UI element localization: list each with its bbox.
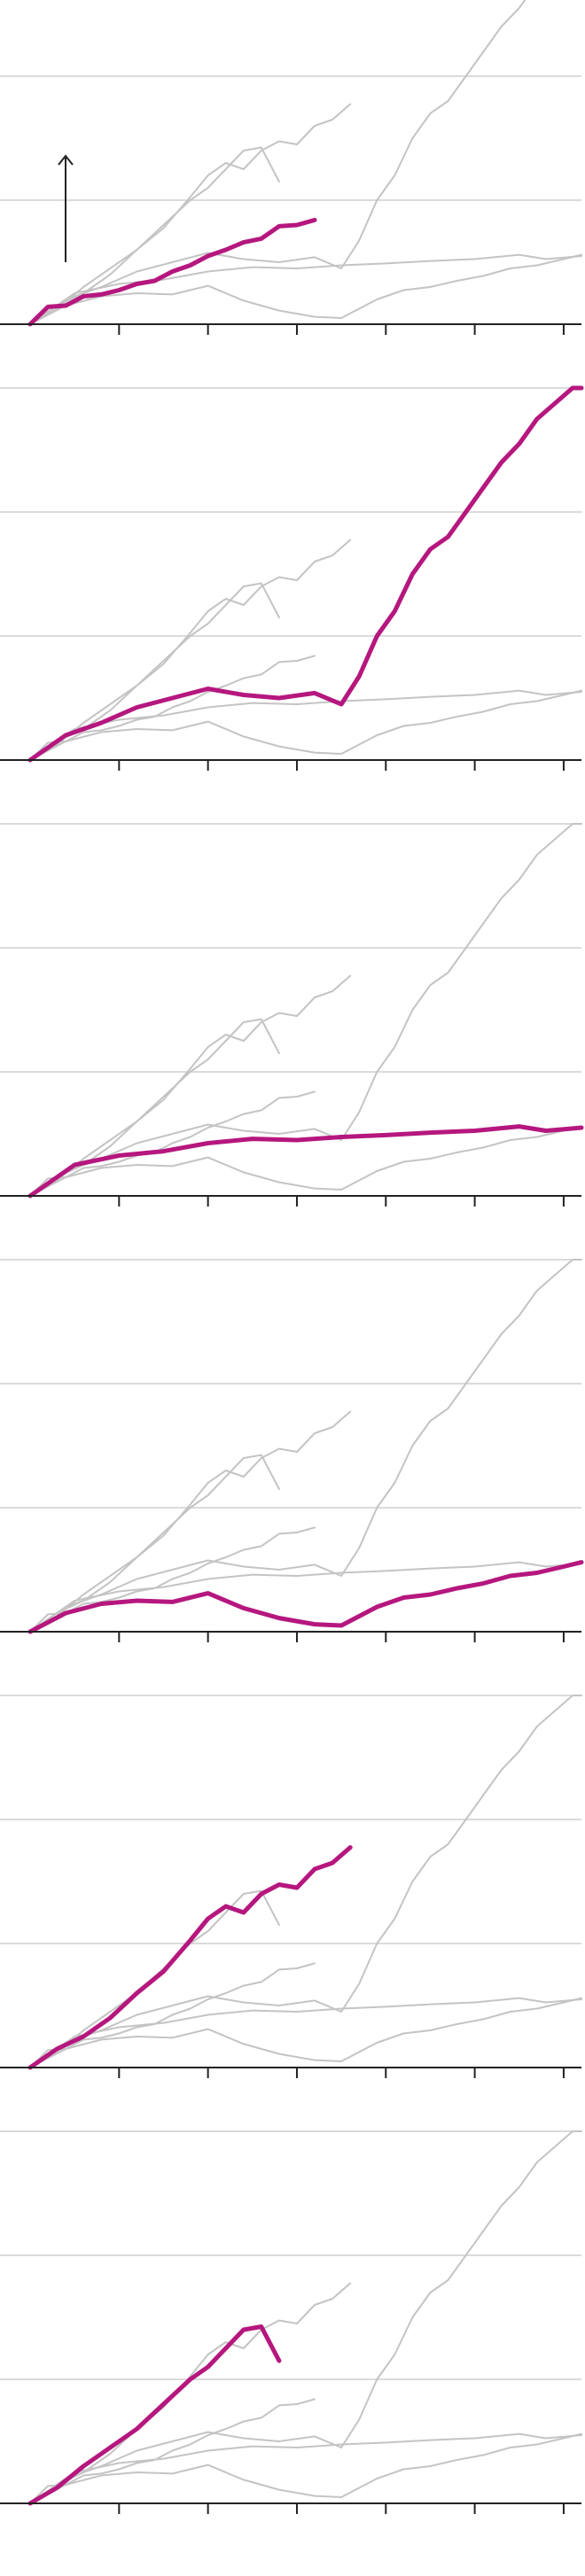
context-series-line-4 bbox=[29, 0, 526, 325]
chart-panel-3 bbox=[0, 823, 584, 1207]
context-series-line-2 bbox=[29, 1410, 352, 1633]
context-series-line-3 bbox=[29, 582, 280, 761]
context-series-line-5 bbox=[29, 689, 582, 761]
context-series-line-1 bbox=[29, 1962, 316, 2068]
highlight-series-line bbox=[27, 1845, 353, 2070]
highlight-series-line bbox=[27, 1124, 584, 1199]
context-series-line-5 bbox=[29, 1997, 582, 2068]
context-series-line-1 bbox=[29, 1526, 316, 1633]
chart-panel-2 bbox=[0, 385, 584, 771]
context-series-line-6 bbox=[29, 1997, 582, 2068]
context-series-line-6 bbox=[29, 2432, 582, 2504]
highlight-series-line bbox=[27, 1560, 584, 1634]
context-series-line-3 bbox=[29, 1454, 280, 1633]
chart-panel-1 bbox=[0, 0, 582, 335]
context-series-line-1 bbox=[29, 1090, 316, 1197]
context-series-line-2 bbox=[29, 974, 352, 1197]
context-series-line-4 bbox=[29, 2130, 582, 2504]
context-series-line-1 bbox=[29, 655, 316, 761]
context-series-line-1 bbox=[29, 2398, 316, 2504]
context-series-line-5 bbox=[29, 1561, 582, 1633]
context-series-line-4 bbox=[29, 1695, 582, 2068]
highlight-series-line bbox=[27, 217, 317, 327]
context-series-line-6 bbox=[29, 1125, 582, 1197]
context-series-line-2 bbox=[29, 103, 352, 325]
context-series-line-6 bbox=[29, 689, 582, 761]
highlight-series-line bbox=[27, 2324, 282, 2506]
context-series-line-5 bbox=[29, 253, 582, 325]
up-arrow-head-icon bbox=[58, 154, 74, 166]
context-series-line-3 bbox=[29, 146, 280, 325]
context-series-line-2 bbox=[29, 539, 352, 761]
context-series-line-4 bbox=[29, 823, 582, 1197]
context-series-line-6 bbox=[29, 253, 582, 325]
context-series-line-4 bbox=[29, 1259, 582, 1633]
context-series-line-2 bbox=[29, 2282, 352, 2504]
chart-panel-6 bbox=[0, 2130, 582, 2514]
chart-panel-5 bbox=[0, 1695, 582, 2078]
highlight-series-line bbox=[27, 385, 584, 763]
chart-panel-4 bbox=[0, 1259, 584, 1642]
context-series-line-5 bbox=[29, 2432, 582, 2504]
